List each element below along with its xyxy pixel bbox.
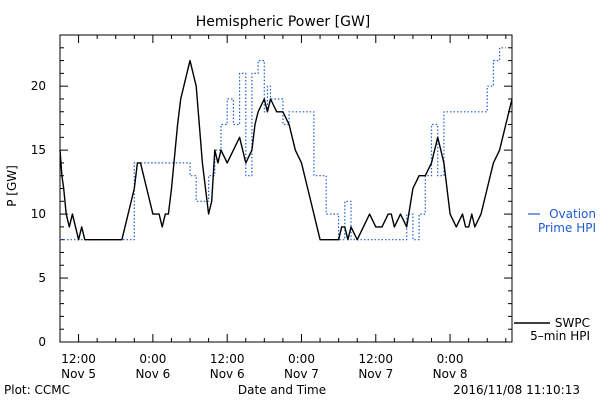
series-layer: [59, 47, 513, 241]
x-tick-label-time: 12:00: [358, 352, 393, 366]
x-tick-label-time: 12:00: [210, 352, 245, 366]
plot-area-border: [59, 34, 513, 343]
x-tick-label-date: Nov 6: [135, 367, 170, 381]
y-tick-label: 10: [31, 207, 46, 221]
x-tick-label-time: 0:00: [288, 352, 315, 366]
x-tick-label-time: 0:00: [437, 352, 464, 366]
y-tick-label: 20: [31, 79, 46, 93]
chart-title: Hemispheric Power [GW]: [196, 14, 371, 30]
legend-label-swpc-line2: 5–min HPI: [530, 329, 590, 343]
x-tick-label-date: Nov 7: [358, 367, 393, 381]
x-axis-label: Date and Time: [238, 383, 326, 397]
x-tick-label-date: Nov 8: [433, 367, 468, 381]
legend-label-swpc-line1: SWPC: [555, 316, 590, 330]
y-tick-label: 5: [38, 271, 46, 285]
legend-label-ovation-line2: Prime HPI: [538, 221, 596, 235]
plot-frame: [59, 34, 513, 343]
x-tick-label-time: 12:00: [61, 352, 96, 366]
x-tick-label-date: Nov 7: [284, 367, 319, 381]
legend-label-ovation-line1: Ovation: [549, 207, 596, 221]
plot-credit: Plot: CCMC: [4, 383, 70, 397]
plot-timestamp: 2016/11/08 11:10:13: [453, 383, 580, 397]
y-tick-label: 15: [31, 143, 46, 157]
y-axis: 0 5 10 15 20: [31, 34, 512, 349]
x-tick-label-time: 0:00: [139, 352, 166, 366]
x-tick-label-date: Nov 6: [210, 367, 245, 381]
series-swpc-5min-hpi: [59, 59, 513, 241]
y-axis-label: P [GW]: [5, 165, 19, 207]
x-tick-label-date: Nov 5: [61, 367, 96, 381]
y-tick-label: 0: [38, 335, 46, 349]
